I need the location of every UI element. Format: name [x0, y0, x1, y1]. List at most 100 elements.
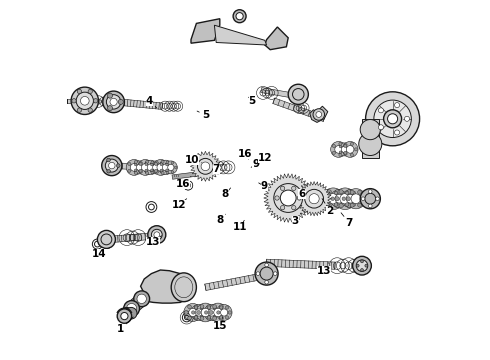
Circle shape [145, 163, 148, 166]
Circle shape [161, 171, 164, 175]
Circle shape [220, 316, 223, 320]
Circle shape [384, 110, 402, 128]
Circle shape [340, 194, 350, 204]
Circle shape [128, 169, 131, 172]
Circle shape [126, 303, 137, 314]
Circle shape [341, 203, 344, 206]
Circle shape [161, 160, 164, 163]
Circle shape [102, 156, 122, 176]
Circle shape [361, 197, 365, 201]
Circle shape [94, 99, 98, 103]
Circle shape [200, 305, 204, 309]
Circle shape [207, 305, 211, 309]
Circle shape [368, 204, 372, 208]
Circle shape [133, 161, 146, 174]
Circle shape [334, 191, 338, 195]
Circle shape [165, 166, 168, 169]
Circle shape [347, 190, 351, 194]
Circle shape [134, 163, 137, 166]
Circle shape [168, 164, 174, 171]
Circle shape [171, 171, 173, 173]
Ellipse shape [171, 273, 196, 302]
Circle shape [265, 280, 269, 284]
Circle shape [327, 190, 331, 194]
Circle shape [394, 130, 399, 135]
Circle shape [80, 96, 89, 105]
Polygon shape [205, 272, 267, 291]
Circle shape [125, 307, 137, 319]
Circle shape [151, 161, 154, 164]
Circle shape [154, 169, 158, 172]
Circle shape [174, 166, 177, 169]
Circle shape [146, 171, 148, 175]
Text: 9: 9 [251, 159, 259, 169]
Circle shape [160, 163, 163, 166]
Circle shape [151, 229, 162, 240]
Circle shape [154, 162, 158, 166]
Circle shape [213, 316, 217, 320]
Circle shape [339, 142, 342, 145]
Polygon shape [310, 106, 328, 122]
Circle shape [256, 272, 260, 275]
Circle shape [361, 269, 364, 271]
Circle shape [151, 171, 154, 174]
Polygon shape [273, 98, 325, 122]
Circle shape [197, 311, 201, 314]
Circle shape [343, 148, 346, 151]
Polygon shape [297, 181, 331, 216]
Text: 15: 15 [213, 318, 227, 331]
Circle shape [153, 159, 169, 175]
Circle shape [166, 161, 169, 164]
Circle shape [374, 100, 411, 138]
Circle shape [335, 190, 340, 194]
Circle shape [220, 316, 223, 319]
Circle shape [316, 112, 321, 117]
Circle shape [360, 120, 380, 140]
Circle shape [342, 197, 345, 201]
Circle shape [210, 311, 214, 314]
Circle shape [342, 141, 358, 157]
Circle shape [327, 203, 331, 208]
Circle shape [149, 161, 162, 174]
Circle shape [207, 306, 211, 309]
Text: 5: 5 [248, 96, 256, 106]
Circle shape [346, 197, 350, 201]
Circle shape [339, 197, 343, 201]
Circle shape [77, 89, 81, 94]
Text: 8: 8 [216, 214, 225, 225]
Circle shape [195, 316, 197, 319]
Circle shape [188, 316, 192, 320]
Circle shape [366, 92, 419, 146]
Circle shape [358, 190, 362, 194]
Circle shape [150, 169, 153, 171]
Circle shape [213, 305, 217, 309]
Circle shape [134, 169, 137, 171]
Circle shape [103, 91, 124, 113]
Circle shape [323, 197, 327, 201]
Circle shape [140, 171, 142, 173]
Circle shape [137, 294, 147, 303]
Circle shape [188, 305, 192, 309]
Text: 6: 6 [298, 185, 305, 199]
Circle shape [338, 143, 351, 156]
Circle shape [344, 153, 347, 155]
Text: 7: 7 [341, 213, 353, 228]
Circle shape [130, 163, 138, 171]
Circle shape [166, 163, 168, 166]
Circle shape [146, 160, 148, 163]
Circle shape [341, 191, 344, 195]
Circle shape [184, 303, 202, 321]
Circle shape [322, 188, 344, 210]
Text: 14: 14 [92, 248, 109, 259]
Circle shape [288, 84, 308, 104]
Circle shape [117, 164, 120, 167]
Text: 13: 13 [317, 263, 331, 276]
Circle shape [350, 153, 353, 157]
Circle shape [217, 311, 220, 314]
Circle shape [194, 316, 198, 320]
Circle shape [220, 306, 223, 309]
Circle shape [196, 309, 202, 316]
Circle shape [162, 164, 169, 171]
Circle shape [216, 311, 220, 314]
Circle shape [170, 166, 172, 169]
